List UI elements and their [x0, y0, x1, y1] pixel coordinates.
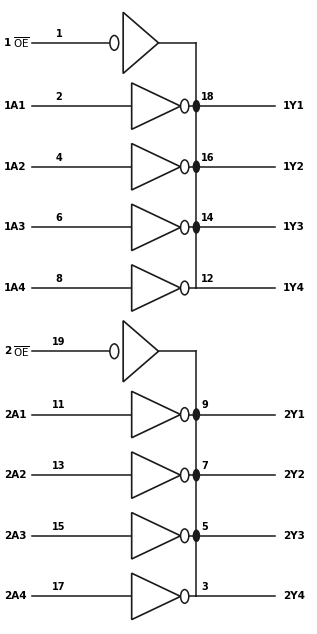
- Circle shape: [181, 100, 189, 113]
- Text: 9: 9: [201, 400, 208, 410]
- Text: 2Y1: 2Y1: [283, 410, 305, 420]
- Circle shape: [193, 100, 200, 112]
- Text: 1A2: 1A2: [4, 162, 26, 172]
- Polygon shape: [123, 12, 158, 74]
- Circle shape: [181, 408, 189, 422]
- Text: 1A4: 1A4: [4, 283, 27, 293]
- Text: 2Y4: 2Y4: [283, 592, 305, 602]
- Text: 1A1: 1A1: [4, 101, 26, 111]
- Text: 2A3: 2A3: [4, 531, 26, 541]
- Text: 3: 3: [201, 582, 208, 592]
- Text: 1Y1: 1Y1: [283, 101, 305, 111]
- Text: 2Y3: 2Y3: [283, 531, 305, 541]
- Text: 1: 1: [4, 38, 11, 48]
- Text: 2A4: 2A4: [4, 592, 27, 602]
- Text: 2A1: 2A1: [4, 410, 26, 420]
- Text: 6: 6: [56, 213, 62, 223]
- Text: 2: 2: [56, 92, 62, 102]
- Polygon shape: [132, 83, 181, 129]
- Polygon shape: [132, 452, 181, 498]
- Text: 12: 12: [201, 274, 215, 284]
- Text: $\overline{\mathrm{OE}}$: $\overline{\mathrm{OE}}$: [13, 344, 29, 359]
- Text: 8: 8: [56, 274, 62, 284]
- Circle shape: [181, 160, 189, 174]
- Text: 1A3: 1A3: [4, 223, 26, 233]
- Circle shape: [193, 469, 200, 481]
- Text: 14: 14: [201, 213, 215, 223]
- Polygon shape: [132, 512, 181, 559]
- Text: 2: 2: [4, 346, 11, 356]
- Text: 15: 15: [52, 522, 66, 531]
- Circle shape: [193, 160, 200, 173]
- Text: 2A2: 2A2: [4, 470, 26, 480]
- Circle shape: [181, 529, 189, 543]
- Text: 11: 11: [52, 400, 66, 410]
- Circle shape: [193, 221, 200, 234]
- Text: 4: 4: [56, 153, 62, 162]
- Text: 7: 7: [201, 461, 208, 471]
- Text: 1Y4: 1Y4: [283, 283, 305, 293]
- Text: 1: 1: [56, 29, 62, 39]
- Polygon shape: [132, 573, 181, 619]
- Circle shape: [181, 469, 189, 482]
- Text: 1Y3: 1Y3: [283, 223, 305, 233]
- Text: 1Y2: 1Y2: [283, 162, 305, 172]
- Circle shape: [181, 281, 189, 295]
- Circle shape: [181, 221, 189, 234]
- Text: $\overline{\mathrm{OE}}$: $\overline{\mathrm{OE}}$: [13, 36, 29, 50]
- Polygon shape: [123, 321, 158, 382]
- Polygon shape: [132, 204, 181, 250]
- Text: 5: 5: [201, 522, 208, 531]
- Circle shape: [193, 529, 200, 542]
- Circle shape: [110, 36, 119, 50]
- Circle shape: [181, 590, 189, 604]
- Text: 17: 17: [52, 582, 66, 592]
- Text: 16: 16: [201, 153, 215, 162]
- Polygon shape: [132, 391, 181, 437]
- Polygon shape: [132, 143, 181, 190]
- Text: 18: 18: [201, 92, 215, 102]
- Circle shape: [110, 344, 119, 359]
- Circle shape: [193, 408, 200, 421]
- Polygon shape: [132, 265, 181, 311]
- Text: 13: 13: [52, 461, 66, 471]
- Text: 19: 19: [52, 337, 66, 347]
- Text: 2Y2: 2Y2: [283, 470, 305, 480]
